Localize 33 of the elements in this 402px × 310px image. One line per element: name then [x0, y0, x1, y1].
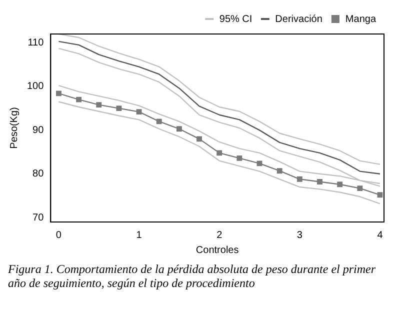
- point: [136, 109, 142, 115]
- point: [76, 96, 82, 102]
- x-tick-label: 4: [377, 230, 384, 241]
- point: [56, 90, 62, 96]
- point: [377, 192, 383, 198]
- point: [296, 176, 302, 182]
- point: [96, 102, 102, 108]
- point: [256, 160, 262, 166]
- point: [357, 186, 363, 192]
- y-tick-label: 110: [28, 37, 44, 48]
- point: [236, 155, 242, 161]
- point: [317, 179, 322, 184]
- point: [176, 126, 182, 132]
- x-tick-label: 0: [56, 230, 62, 241]
- text: Figura 1. Comportamiento de la pérdida absoluta de peso durante el primer año de seguimiento, según el tipo de procedimiento: [7, 261, 377, 290]
- y-tick-label: 80: [32, 168, 44, 180]
- point: [156, 118, 162, 124]
- point: [196, 136, 202, 142]
- legend-label: 95% CI: [219, 14, 252, 25]
- point: [216, 150, 222, 156]
- y-tick-label: 70: [32, 212, 44, 224]
- x-tick-label: 2: [216, 230, 223, 241]
- x-axis-title: Controles: [196, 244, 239, 256]
- legend-label: Manga: [345, 14, 376, 25]
- y-axis-title: Peso(Kg): [8, 107, 20, 149]
- point: [276, 168, 282, 174]
- y-tick-label: 90: [32, 124, 44, 136]
- legend-label: Derivación: [275, 14, 322, 25]
- point: [116, 106, 122, 112]
- point: [337, 182, 343, 188]
- x-tick-label: 1: [136, 230, 142, 241]
- y-tick-label: 100: [26, 81, 44, 92]
- x-tick-label: 3: [296, 230, 303, 241]
